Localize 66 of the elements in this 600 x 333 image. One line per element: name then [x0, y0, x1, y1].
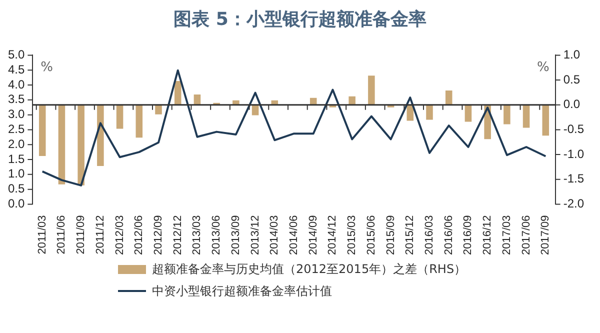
y-axis-title: %: [40, 60, 54, 76]
bar: [504, 104, 510, 124]
x-tick-label: 2015/03: [346, 215, 358, 256]
bar: [406, 104, 414, 121]
x-tick-label: 2013/12: [249, 215, 262, 256]
x-tick-label: 2011/09: [75, 215, 88, 254]
x-tick-label: 2017/06: [520, 215, 532, 256]
x-tick-label: 2012/06: [133, 215, 146, 256]
x-tick-label: 2014/09: [307, 215, 320, 256]
x-tick-label: 2013/09: [230, 215, 242, 256]
x-tick-label: 2016/03: [424, 215, 436, 256]
x-tick-label: 2017/09: [540, 215, 552, 256]
y-tick-label: 2.5: [8, 122, 25, 136]
x-tick-label: 2015/09: [384, 215, 397, 256]
y2-tick-label: 1.0: [563, 48, 580, 62]
bar: [445, 90, 452, 105]
bar: [58, 104, 66, 184]
y2-tick-label: -1.0: [563, 146, 584, 161]
x-tick-label: 2017/03: [500, 215, 513, 256]
x-tick-label: 2013/06: [210, 215, 223, 256]
x-tick-label: 2016/06: [442, 215, 455, 256]
y2-tick-label: -2.0: [563, 196, 584, 211]
x-tick-label: 2016/09: [462, 215, 474, 256]
x-tick-label: 2011/06: [56, 215, 68, 254]
x-tick-label: 2014/06: [288, 215, 300, 256]
y-tick-label: 0.0: [8, 196, 25, 211]
y2-axis-title: %: [536, 60, 550, 76]
bar: [116, 104, 124, 129]
x-tick-label: 2012/09: [152, 215, 165, 256]
x-tick-label: 2012/03: [114, 215, 126, 256]
y-tick-label: 4.5: [8, 62, 25, 76]
y-tick-label: 1.5: [8, 152, 25, 166]
bar: [522, 104, 530, 128]
bar: [426, 104, 433, 120]
bar: [136, 104, 143, 138]
y2-tick-label: 0.0: [563, 97, 580, 112]
bar: [368, 76, 375, 105]
y-tick-label: 4.0: [8, 77, 25, 92]
bar: [38, 104, 46, 156]
y-tick-label: 5.0: [8, 48, 25, 62]
x-tick-label: 2014/12: [326, 215, 339, 256]
x-tick-label: 2011/03: [36, 215, 48, 254]
chart-title: 图表 5：小型银行超额准备金率: [172, 8, 428, 32]
bar: [252, 104, 259, 116]
y-tick-label: 1.0: [8, 166, 25, 181]
y-tick-label: 3.5: [8, 92, 25, 106]
y-tick-label: 3.0: [8, 107, 25, 122]
legend-label: 中资小型银行超额准备金率估计值: [152, 282, 332, 300]
x-tick-label: 2014/03: [268, 215, 281, 256]
x-tick-label: 2016/12: [482, 215, 494, 256]
x-tick-label: 2011/12: [94, 215, 106, 254]
bar: [542, 104, 550, 136]
y-tick-label: 2.0: [8, 136, 25, 151]
legend-label: 超额准备金率与历史均值（2012至2015年）之差（RHS）: [152, 260, 466, 278]
x-tick-label: 2015/12: [404, 215, 416, 256]
bar: [464, 104, 472, 122]
y-tick-label: 0.5: [8, 182, 25, 196]
bar: [78, 104, 84, 186]
x-tick-label: 2013/03: [191, 215, 204, 256]
y2-tick-label: -0.5: [563, 122, 584, 136]
x-tick-label: 2015/06: [365, 215, 378, 256]
y2-tick-label: 0.5: [563, 72, 580, 86]
bar: [97, 104, 104, 166]
y2-tick-label: -1.5: [563, 172, 584, 186]
x-tick-label: 2012/12: [172, 215, 184, 256]
bar: [155, 104, 162, 114]
